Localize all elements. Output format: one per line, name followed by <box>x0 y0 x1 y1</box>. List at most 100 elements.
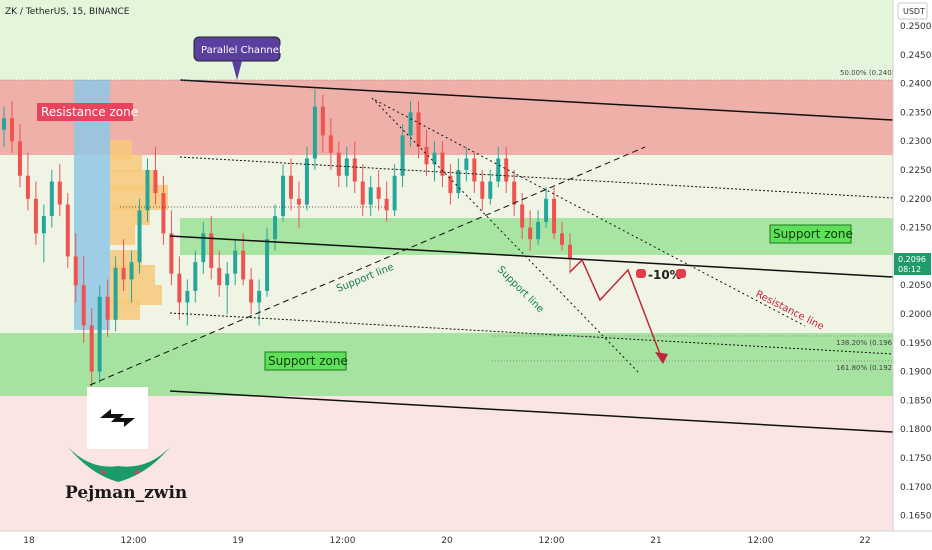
drop-label: -10% <box>648 268 682 282</box>
volume-profile-bar <box>110 155 142 172</box>
siren-icon-left <box>636 269 646 278</box>
channel-line-2 <box>169 235 894 278</box>
last-price-label: 0.2096 <box>898 255 926 264</box>
descending-support-line <box>371 97 639 373</box>
x-tick-label: 19 <box>232 536 244 546</box>
candle-down <box>472 158 477 182</box>
candle-down <box>528 227 533 240</box>
candle-down <box>504 158 509 182</box>
y-tick-label: 0.2500 <box>900 22 932 32</box>
candle-down <box>17 141 22 176</box>
candle-up <box>432 152 437 165</box>
candle-down <box>241 250 246 280</box>
candle-down <box>57 181 62 205</box>
candle-down <box>288 175 293 199</box>
projection-path <box>569 258 664 363</box>
candle-down <box>568 244 572 259</box>
fib-138-label: 138.20% (0.1964) <box>836 339 900 347</box>
y-tick-label: 0.2200 <box>900 195 932 205</box>
currency-box <box>897 2 928 20</box>
ascending-support-line <box>89 146 646 386</box>
y-tick-label: 0.2400 <box>900 80 932 90</box>
candle-down <box>376 187 381 199</box>
logo-crescent <box>68 447 170 482</box>
candle-down <box>480 181 485 199</box>
candle-down <box>320 106 325 136</box>
x-tick-label: 22 <box>859 536 870 546</box>
candle-up <box>408 112 413 136</box>
candle-down <box>73 256 78 286</box>
candle-up <box>496 158 501 182</box>
y-tick-label: 0.2150 <box>900 224 932 234</box>
candle-up <box>544 198 549 222</box>
channel-top-line <box>179 79 894 121</box>
y-tick-label: 0.2350 <box>900 108 932 118</box>
candle-up <box>368 187 373 205</box>
candle-down <box>560 233 565 245</box>
x-tick-label: 12:00 <box>748 536 774 546</box>
last-price-box <box>894 253 931 275</box>
descending-resistance-line <box>374 99 806 327</box>
candle-up <box>193 262 198 291</box>
candle-down <box>520 204 525 228</box>
candle-up <box>225 273 230 286</box>
callout-text: Parallel Channel <box>201 45 282 56</box>
candle-up <box>41 216 46 234</box>
y-tick-label: 0.1900 <box>900 368 932 378</box>
candle-down <box>424 146 429 165</box>
y-tick-label: 0.2000 <box>900 310 932 320</box>
fib-161-label: 161.80% (0.1920) <box>836 364 900 372</box>
candle-up <box>257 290 262 303</box>
y-tick-label: 0.1700 <box>900 483 932 493</box>
candle-down <box>9 118 14 142</box>
x-tick-label: 12:00 <box>121 536 147 546</box>
candle-down <box>33 198 38 234</box>
support-zone-lower <box>0 333 893 396</box>
x-tick-label: 18 <box>23 536 35 546</box>
channel-line-3 <box>169 312 894 355</box>
candle-down <box>512 181 517 205</box>
candle-down <box>328 135 333 153</box>
countdown-label: 08:12 <box>898 265 921 274</box>
candle-down <box>81 285 86 326</box>
logo-arrow-left <box>101 469 106 474</box>
candle-down <box>169 233 174 274</box>
candle-up <box>312 106 317 159</box>
candle-down <box>336 152 341 176</box>
candle-up <box>129 262 134 280</box>
y-tick-label: 0.1950 <box>900 339 932 349</box>
currency-label: USDT <box>903 7 925 16</box>
support-label-right: Support zone <box>773 227 853 241</box>
x-tick-label: 12:00 <box>539 536 565 546</box>
candle-down <box>105 296 110 320</box>
y-tick-label: 0.1750 <box>900 454 932 464</box>
candle-up <box>344 158 349 176</box>
background-green-region <box>0 0 893 80</box>
candle-up <box>304 158 309 205</box>
candle-down <box>440 152 445 176</box>
candle-down <box>249 279 254 303</box>
candle-down <box>360 181 365 205</box>
volume-profile-bar <box>110 205 150 225</box>
candle-up <box>456 170 461 194</box>
y-tick-label: 0.1800 <box>900 425 932 435</box>
candle-up <box>137 210 142 263</box>
candle-up <box>488 181 493 199</box>
candle-down <box>448 175 453 194</box>
candle-up <box>201 233 206 263</box>
volume-profile-main <box>74 80 110 330</box>
drop-label-group: -10% <box>636 268 686 282</box>
candle-down <box>552 198 557 234</box>
candle-down <box>209 233 214 268</box>
candle-down <box>153 170 158 194</box>
y-tick-label: 0.2050 <box>900 281 932 291</box>
y-tick-label: 0.2300 <box>900 137 932 147</box>
candle-up <box>400 135 405 176</box>
candle-up <box>265 239 270 291</box>
chart-title: ZK / TetherUS, 15, BINANCE <box>5 7 130 17</box>
candle-down <box>121 267 126 280</box>
candle-up <box>113 267 118 320</box>
support-label-left-box <box>264 351 347 371</box>
x-tick-labels: 18 12:00 19 12:00 20 12:00 21 12:00 22 <box>23 536 870 546</box>
